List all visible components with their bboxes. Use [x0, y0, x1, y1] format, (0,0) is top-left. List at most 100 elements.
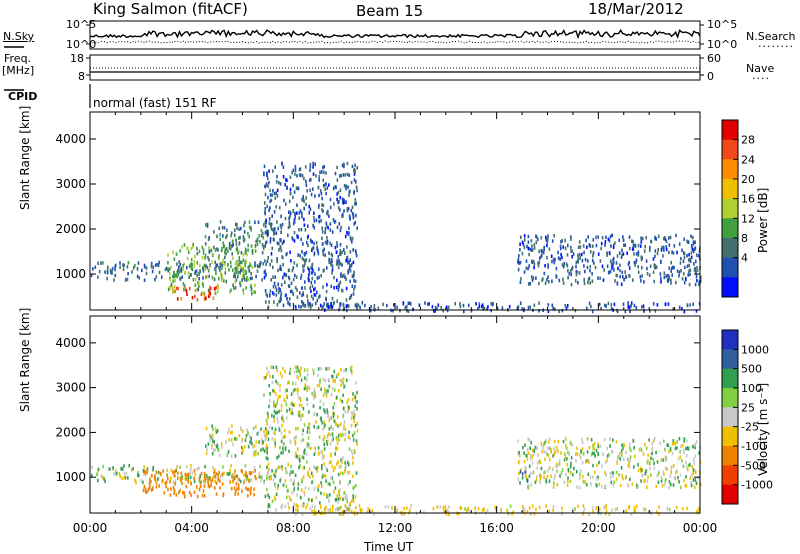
power-cell [688, 282, 691, 287]
vel-cell [509, 504, 512, 509]
vel-cell [327, 367, 329, 371]
power-cell [212, 296, 215, 300]
power-cell [266, 172, 268, 176]
power-cell [527, 266, 529, 271]
power-cell [665, 274, 667, 278]
power-cell [258, 264, 261, 269]
vel-cell [525, 475, 528, 480]
power-cell [321, 208, 323, 212]
vel-cell [553, 452, 556, 456]
vel-cell [196, 494, 199, 499]
power-cell [673, 244, 676, 248]
power-cell [188, 264, 191, 268]
vel-cell [296, 454, 298, 459]
vel-cell [255, 452, 257, 456]
power-cell [178, 260, 180, 264]
vel-cell [326, 440, 328, 444]
power-cell [325, 191, 327, 196]
power-cell [318, 267, 320, 271]
power-cell [241, 274, 244, 279]
vel-cell [583, 507, 586, 511]
vel-cell [187, 480, 189, 484]
vel-cell [620, 466, 623, 470]
power-cell [301, 300, 303, 304]
power-cell [194, 271, 196, 275]
vel-cell [300, 404, 303, 408]
vel-cell [123, 476, 125, 480]
vel-cell [297, 482, 300, 486]
power-cell [114, 264, 116, 269]
power-cell [226, 228, 228, 232]
vel-colorbar-tick-label: 25 [741, 401, 755, 414]
power-cell [238, 259, 240, 263]
vel-cell [238, 487, 240, 491]
vel-cell [328, 432, 330, 436]
vel-cell [561, 506, 563, 511]
vel-cell [267, 469, 269, 474]
vel-cell [536, 466, 539, 470]
power-cell [198, 271, 200, 276]
power-cell [612, 245, 615, 250]
power-cell [173, 270, 175, 275]
vel-cell [296, 447, 299, 451]
vel-cell [115, 472, 118, 476]
power-cell [613, 268, 615, 272]
vel-cell [268, 504, 271, 508]
vel-cell [275, 365, 278, 369]
power-cell [271, 193, 273, 197]
power-cell [317, 185, 320, 190]
power-cell [228, 268, 230, 272]
vel-cell [167, 476, 169, 481]
power-cell [283, 239, 285, 244]
power-cell [303, 223, 306, 227]
power-cell [173, 257, 176, 261]
power-cell [258, 263, 261, 267]
power-cell [277, 226, 279, 231]
vel-cell [327, 433, 329, 438]
vel-cell [323, 447, 326, 451]
vel-cell [282, 442, 285, 446]
vel-cell [650, 451, 652, 456]
vel-cell [312, 394, 315, 398]
power-cell [350, 180, 353, 185]
power-cell [649, 248, 651, 252]
vel-cell [218, 470, 220, 475]
power-cell [175, 286, 178, 291]
vel-cell [196, 467, 198, 471]
vel-cell [287, 488, 289, 493]
power-cell [277, 290, 280, 295]
power-cell [680, 268, 682, 273]
vel-cell [217, 448, 220, 452]
power-cell [339, 280, 342, 285]
power-cell [251, 265, 254, 269]
power-cell [308, 273, 310, 277]
power-cell [270, 252, 273, 256]
power-cell [269, 262, 271, 267]
vel-cell [230, 430, 232, 435]
power-cell [697, 254, 700, 258]
vel-cell [316, 383, 319, 388]
power-cell [202, 284, 205, 288]
vel-cell [267, 370, 270, 375]
power-cell [606, 264, 609, 268]
power-cell [356, 306, 358, 310]
vel-cell [338, 506, 341, 511]
power-cell [340, 272, 342, 276]
vel-cell [663, 482, 666, 487]
power-cell [585, 238, 587, 243]
power-cell [543, 245, 545, 250]
vel-cell [588, 460, 590, 464]
power-cell [341, 274, 344, 278]
vel-cell [536, 446, 538, 450]
vel-cell [142, 480, 144, 485]
power-cell [201, 281, 204, 286]
vel-cell [518, 451, 520, 455]
power-cell [296, 288, 298, 292]
power-cell [689, 303, 691, 307]
power-cell [308, 267, 310, 272]
vel-cell [646, 460, 649, 465]
vel-cell [339, 398, 342, 402]
power-cell [198, 281, 200, 286]
vel-cell [335, 497, 338, 502]
power-cell [265, 218, 267, 223]
